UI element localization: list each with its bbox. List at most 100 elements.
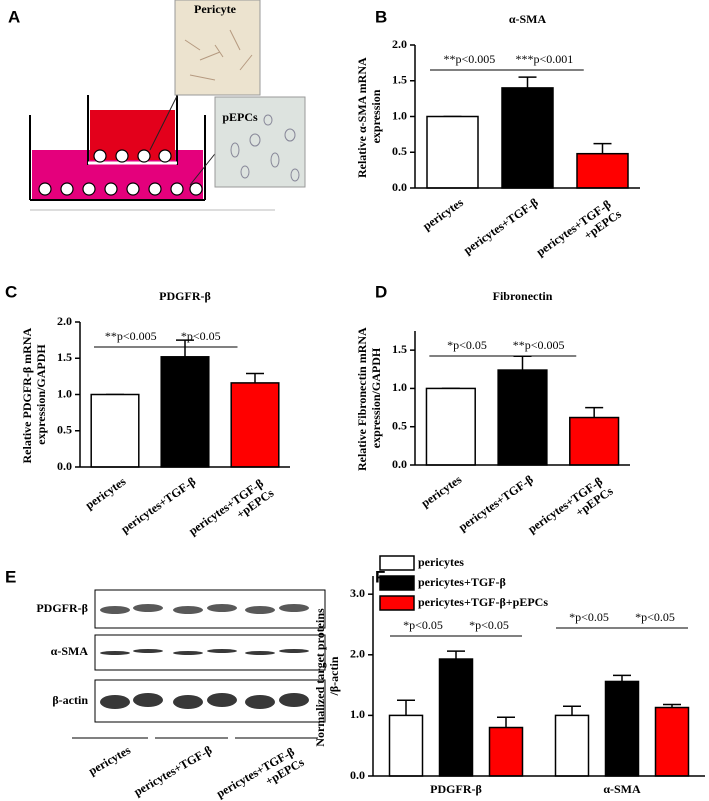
y-tick-label: 3.0 xyxy=(350,586,365,600)
blot-band xyxy=(100,606,130,614)
y-axis-title: Relative α-SMA mRNA expression xyxy=(355,55,383,178)
legend-label: pericytes+TGF-β+pEPCs xyxy=(418,595,548,609)
y-tick-label: 1.0 xyxy=(392,380,407,394)
y-tick-label: 0.0 xyxy=(392,457,407,471)
blot-band xyxy=(173,606,203,614)
blot-band xyxy=(245,606,275,614)
y-tick-label: 1.5 xyxy=(392,73,407,87)
blot-group-label: pericytes+TGF-β xyxy=(131,743,214,799)
bar xyxy=(497,369,548,466)
y-tick-label: 2.0 xyxy=(350,647,365,661)
blot-group-label: pericytes xyxy=(86,743,133,778)
x-tick-label: pericytes xyxy=(418,472,464,510)
x-tick-label: pericytes xyxy=(83,474,129,512)
chart-title: α-SMA xyxy=(509,12,547,26)
legend-swatch xyxy=(379,575,415,591)
bar xyxy=(569,416,620,466)
x-tick-label: pericytes+TGF-β +pEPCs xyxy=(186,474,277,549)
blot-band xyxy=(245,651,275,655)
significance-label: ***p<0.001 xyxy=(515,52,573,66)
chart-title: PDGFR-β xyxy=(159,289,211,303)
blot-band xyxy=(279,604,309,612)
x-tick-label: pericytes xyxy=(420,195,466,233)
connector xyxy=(149,89,181,151)
cells xyxy=(38,149,203,196)
culture-schematic: Pericyte pEPCs xyxy=(29,0,306,211)
micrograph-label: pEPCs xyxy=(222,110,258,124)
legend-label: pericytes xyxy=(418,555,464,569)
bar xyxy=(501,87,554,189)
significance-label: *p<0.05 xyxy=(403,618,443,632)
significance-label: *p<0.05 xyxy=(569,610,609,624)
panel-letter: E xyxy=(5,567,16,586)
bar xyxy=(425,387,476,466)
blot-band xyxy=(133,649,163,653)
bar xyxy=(426,115,479,189)
blot-band xyxy=(279,649,309,653)
significance-label: *p<0.05 xyxy=(447,338,487,352)
blot-band xyxy=(207,649,237,653)
y-tick-label: 0.5 xyxy=(392,418,407,432)
significance-label: **p<0.005 xyxy=(443,52,495,66)
x-tick-label: pericytes+TGF-β xyxy=(461,195,541,257)
y-tick-label: 0.5 xyxy=(392,144,407,158)
x-tick-label: pericytes+TGF-β +pEPCs xyxy=(533,195,624,270)
micrograph-texture xyxy=(184,29,253,81)
blot-band xyxy=(279,693,309,707)
bar xyxy=(160,356,210,468)
significance-label: **p<0.005 xyxy=(105,329,157,343)
blot-frames xyxy=(94,589,326,723)
blot-band xyxy=(245,695,275,709)
bar xyxy=(554,714,590,777)
y-axis-title: Relative PDGFR-β mRNA expression/GAPDH xyxy=(20,326,48,464)
y-tick-label: 0.5 xyxy=(57,423,72,437)
bar xyxy=(654,706,690,777)
panel-letter: C xyxy=(5,282,17,301)
y-tick-label: 0.0 xyxy=(350,768,365,782)
x-tick-label: PDGFR-β xyxy=(430,782,482,796)
blot-band xyxy=(133,693,163,707)
blot-row-label: α-SMA xyxy=(51,644,89,658)
y-tick-label: 2.0 xyxy=(57,314,72,328)
panel-letter: D xyxy=(375,282,387,301)
blot-row-label: PDGFR-β xyxy=(36,601,88,615)
blot-band xyxy=(133,604,163,612)
panel-letter: B xyxy=(375,7,387,26)
blot-band xyxy=(207,693,237,707)
pericyte-micrograph xyxy=(174,0,261,96)
y-tick-label: 2.0 xyxy=(392,37,407,51)
x-tick-label: pericytes+TGF-β +pEPCs xyxy=(525,472,616,547)
y-tick-label: 1.0 xyxy=(350,707,365,721)
y-tick-label: 1.5 xyxy=(57,350,72,364)
y-axis-title: Relative Fibronectin mRNA expression/GAP… xyxy=(355,325,383,471)
significance-label: *p<0.05 xyxy=(181,329,221,343)
y-tick-label: 1.0 xyxy=(392,108,407,122)
blot-band xyxy=(207,604,237,612)
y-tick-label: 0.0 xyxy=(57,459,72,473)
micrograph-texture xyxy=(230,114,300,182)
blot-group-label: pericytes+TGF-β +pEPCs xyxy=(214,743,307,801)
x-tick-label: α-SMA xyxy=(603,782,641,796)
blot-band xyxy=(100,651,130,655)
blot-band xyxy=(173,651,203,655)
x-tick-label: pericytes+TGF-β xyxy=(456,472,536,534)
panel-letter: A xyxy=(8,7,20,26)
blot-band xyxy=(100,695,130,709)
legend-swatch xyxy=(379,555,415,571)
significance-label: *p<0.05 xyxy=(469,618,509,632)
bar xyxy=(488,726,524,777)
legend-swatch xyxy=(379,595,415,611)
y-tick-label: 1.0 xyxy=(57,386,72,400)
connector xyxy=(189,149,219,186)
blot-row-label: β-actin xyxy=(52,693,88,707)
bar xyxy=(576,152,629,189)
significance-label: **p<0.005 xyxy=(513,338,565,352)
bar xyxy=(90,393,140,468)
micrograph-label: Pericyte xyxy=(194,2,237,16)
bar xyxy=(230,382,280,468)
y-tick-label: 0.0 xyxy=(392,180,407,194)
bar xyxy=(604,680,640,777)
chart-title: Fibronectin xyxy=(493,289,553,303)
legend-label: pericytes+TGF-β xyxy=(418,575,506,589)
